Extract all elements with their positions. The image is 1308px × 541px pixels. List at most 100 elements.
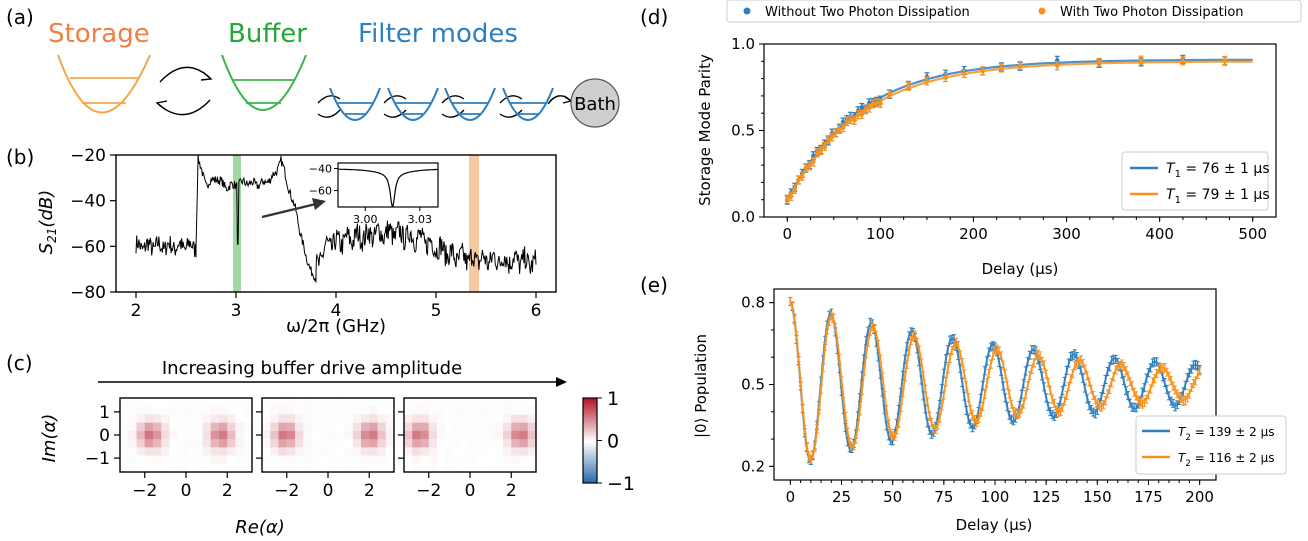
wigner-pixel — [169, 398, 179, 407]
wigner-pixel — [486, 398, 496, 407]
b-ytick-label: −60 — [70, 237, 106, 257]
wigner-pixel — [177, 455, 187, 465]
wigner-pixel — [336, 422, 345, 432]
wigner-pixel — [262, 439, 271, 448]
wigner-pixel — [420, 430, 430, 440]
wigner-pixel — [278, 414, 288, 424]
legend-label-without: Without Two Photon Dissipation — [765, 5, 970, 20]
wigner-pixel — [486, 463, 496, 473]
wigner-pixel — [186, 455, 195, 465]
wigner-pixel — [344, 422, 354, 432]
c-ytick-label: 0 — [99, 426, 110, 446]
colorbar-cell — [583, 406, 597, 410]
wigner-pixel — [270, 414, 279, 424]
c-xtick-label: 0 — [465, 481, 476, 501]
wigner-pixel — [227, 422, 236, 432]
wigner-pixel — [420, 439, 430, 448]
colorbar-cell — [583, 442, 597, 446]
wigner-pixel — [219, 430, 228, 440]
wigner-pixel — [128, 398, 137, 407]
wigner-pixel — [478, 439, 487, 448]
wigner-pixel — [404, 463, 413, 473]
wigner-pixel — [202, 447, 212, 457]
panel-b-label: (b) — [6, 145, 34, 169]
wigner-pixel — [243, 398, 253, 407]
wigner-pixel — [235, 422, 245, 432]
wigner-pixel — [377, 447, 387, 457]
wigner-pixel — [453, 447, 463, 457]
wigner-pixel — [295, 430, 304, 440]
wigner-pixel — [235, 414, 245, 424]
b-inset-pointer — [261, 201, 321, 219]
colorbar-cell — [583, 423, 597, 427]
colorbar-cell — [583, 419, 597, 422]
e-xtick-label: 0 — [786, 488, 796, 506]
wigner-pixel — [412, 455, 421, 465]
wigner-pixel — [385, 430, 395, 440]
coupling-arrow-bottom — [499, 109, 523, 118]
wigner-pixel — [420, 414, 430, 424]
wigner-pixel — [428, 398, 438, 407]
wigner-pixel — [243, 439, 253, 448]
wigner-pixel — [210, 439, 220, 448]
wigner-pixel — [128, 463, 137, 473]
wigner-pixel — [227, 414, 236, 424]
wigner-pixel — [511, 398, 520, 407]
wigner-pixel — [404, 447, 413, 457]
wigner-pixel — [412, 422, 421, 432]
wigner-pixel — [361, 447, 370, 457]
filter-modes-label: Filter modes — [358, 19, 518, 49]
d-xtick-label: 100 — [866, 225, 895, 243]
wigner-pixel — [478, 414, 487, 424]
wigner-pixel — [494, 455, 504, 465]
ramsey-plot: 0 25 50 75 100 125 150 175 200 0.8 0.5 0.2 T2 = 139 … — [741, 288, 1287, 506]
wigner-pixel — [437, 414, 446, 424]
legend-label: T2 = 116 ± 2 μs — [1178, 451, 1274, 469]
c-ytick-label: 1 — [99, 403, 110, 423]
wigner-pixel — [153, 430, 162, 440]
colorbar-cell — [583, 425, 597, 429]
wigner-pixel — [227, 398, 236, 407]
e-fit-line — [789, 302, 1201, 461]
wigner-pixel — [270, 398, 279, 407]
d-ytick-label: 0.0 — [731, 208, 755, 226]
e-xtick-label: 175 — [1134, 488, 1163, 506]
wigner-pixel — [420, 455, 430, 465]
d-fit-line — [786, 60, 1253, 202]
legend-label: T1 = 76 ± 1 μs — [1166, 161, 1270, 180]
wigner-pixel — [453, 439, 463, 448]
wigner-pixel — [361, 414, 370, 424]
wigner-pixel — [169, 406, 179, 415]
colorbar-cell — [583, 429, 597, 433]
wigner-pixel — [369, 463, 378, 473]
wigner-pixel — [262, 406, 271, 415]
wigner-pixel — [470, 430, 479, 440]
wigner-pixel — [461, 414, 471, 424]
wigner-pixel — [136, 463, 146, 473]
wigner-pixel — [194, 447, 203, 457]
wigner-pixel — [519, 439, 529, 448]
wigner-pixel — [385, 422, 395, 432]
colorbar-cell — [583, 468, 597, 471]
wigner-pixel — [278, 447, 288, 457]
wigner-pixel — [194, 463, 203, 473]
wigner-pixel — [412, 439, 421, 448]
wigner-pixel — [428, 447, 438, 457]
wigner-pixel — [486, 422, 496, 432]
wigner-pixel — [328, 414, 337, 424]
wigner-pixel — [319, 439, 329, 448]
d-ylabel: Storage Mode Parity — [696, 54, 714, 206]
wigner-pixel — [453, 406, 463, 415]
wigner-pixel — [412, 398, 421, 407]
panel-c-label: (c) — [6, 351, 33, 375]
wigner-pixel — [527, 455, 537, 465]
wigner-pixel — [286, 422, 296, 432]
wigner-pixel — [420, 398, 430, 407]
orange-highlight-band — [469, 155, 479, 292]
wigner-pixel — [519, 422, 529, 432]
wigner-pixel — [461, 455, 471, 465]
wigner-pixel — [144, 455, 154, 465]
colorbar-cell — [583, 461, 597, 465]
panel-d: (d) Without Two Photon Dissipation With T… — [640, 0, 1302, 278]
wigner-pixel — [527, 414, 537, 424]
